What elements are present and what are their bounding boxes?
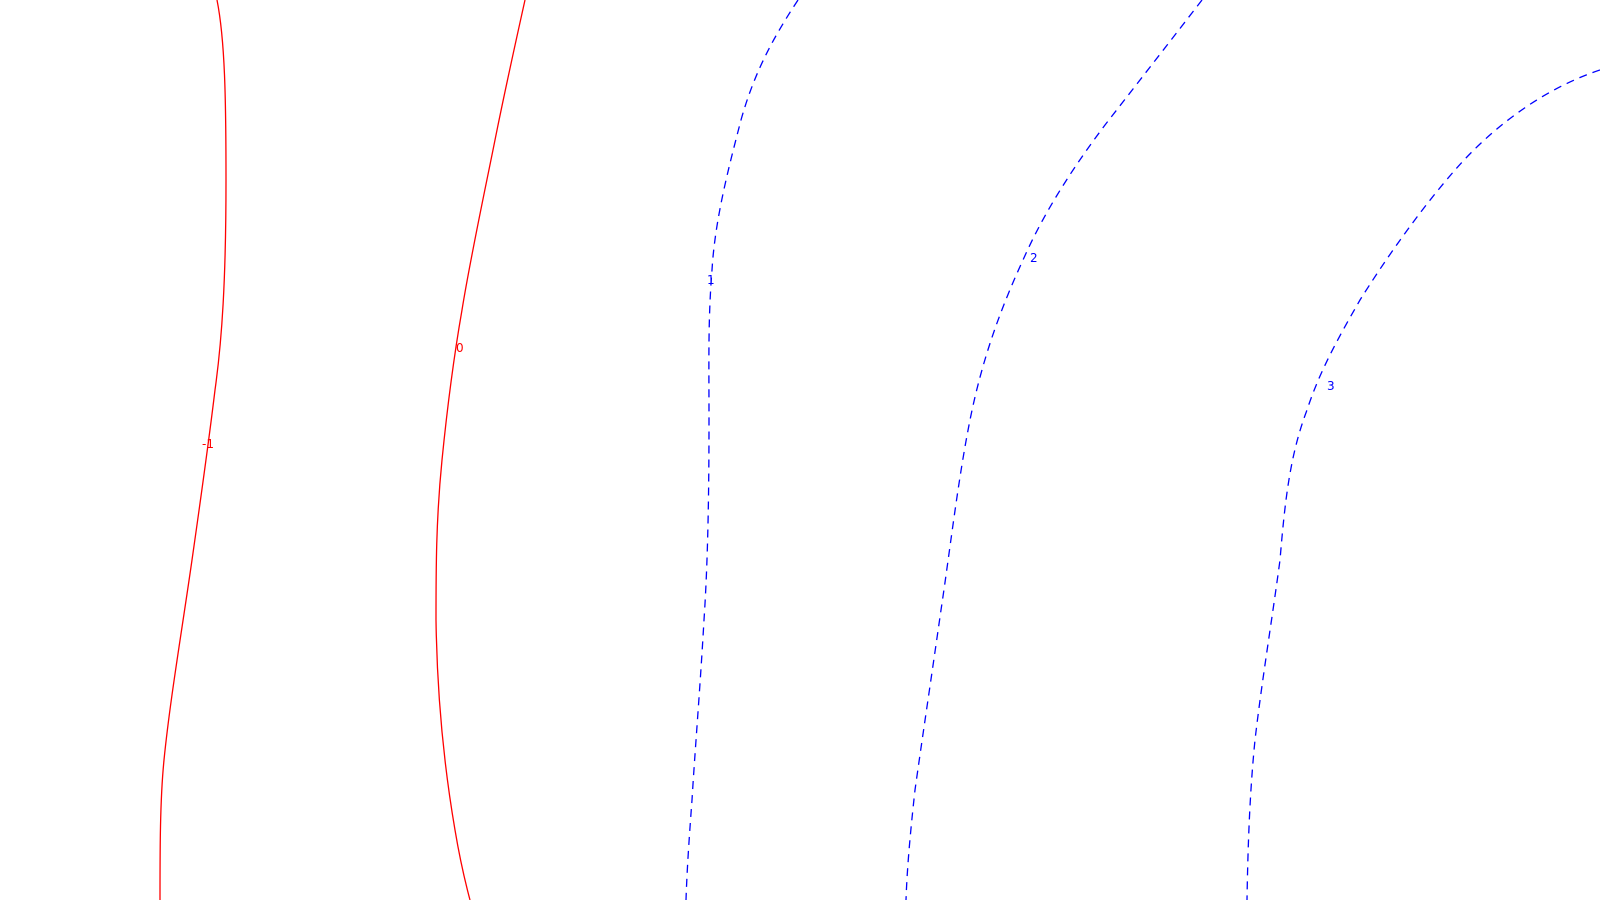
contour-label-minus-1: -1: [202, 437, 214, 451]
contour-label-0: 0: [456, 341, 464, 355]
contour-label-2: 2: [1030, 251, 1038, 265]
contour-label-3: 3: [1327, 379, 1335, 393]
contour-line-0: [435, 0, 526, 900]
contour-line-minus-1: [159, 0, 227, 900]
contour-line-3: [1246, 69, 1600, 900]
contour-line-1: [685, 0, 799, 900]
contour-label-1: 1: [707, 273, 715, 287]
contour-line-2: [905, 0, 1203, 900]
